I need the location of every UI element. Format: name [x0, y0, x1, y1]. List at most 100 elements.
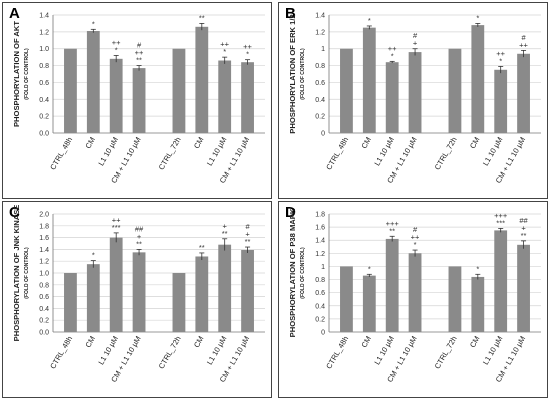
x-tick-label: CTRL_48h [324, 136, 350, 172]
bar [471, 25, 485, 133]
significance-label: * [476, 13, 479, 22]
bar [494, 230, 508, 332]
y-tick-label: 0.4 [315, 97, 325, 104]
significance-label: * [92, 19, 95, 28]
significance-label: * [223, 47, 226, 56]
bar [494, 69, 508, 133]
bar [86, 264, 100, 332]
y-tick-label: 0.0 [39, 131, 49, 138]
bar [109, 237, 123, 332]
significance-label: + [245, 230, 250, 239]
significance-label: + [413, 39, 418, 48]
significance-label: # [413, 31, 418, 40]
significance-label: ** [222, 229, 228, 238]
bar [132, 68, 146, 133]
y-tick-label: 1.0 [39, 46, 49, 53]
x-tick-label: L1 10 µM [205, 136, 229, 168]
y-tick-label: 0.2 [315, 114, 325, 121]
significance-label: ++ [112, 215, 121, 224]
chart-b: PHOSPHORYLATION OF ERK 1/2 (FOLD OF CONTR… [288, 13, 541, 185]
bar [172, 48, 186, 133]
significance-label: * [115, 45, 118, 54]
bar [241, 249, 254, 332]
y-tick-label: 0.4 [39, 97, 49, 104]
y-tick-label: 1.4 [39, 247, 49, 254]
bar [64, 48, 77, 133]
bar [471, 276, 485, 332]
bar [385, 62, 399, 134]
y-tick-label: 1 [321, 46, 325, 53]
y-tick-label: 1.6 [315, 225, 325, 232]
y-tick-label: 0.8 [39, 63, 49, 70]
y-tick-label: 1.4 [315, 238, 325, 245]
panel-c: C PHOSPHORYLATION OF JNK KINASE (FOLD OF … [2, 201, 272, 398]
x-tick-label: CTRL_48h [324, 335, 350, 371]
significance-label: * [368, 16, 371, 25]
panel-label: A [9, 5, 20, 22]
x-tick-label: L1 10 µM [372, 136, 396, 168]
y-tick-label: 1.2 [39, 29, 49, 36]
bar [241, 62, 254, 134]
significance-label: ** [521, 231, 527, 240]
significance-label: ++ [388, 44, 397, 53]
bar [408, 52, 422, 134]
y-tick-label: 0.8 [39, 282, 49, 289]
y-tick-label: 1.2 [39, 259, 49, 266]
bar [517, 244, 530, 332]
y-tick-label: 1.2 [315, 251, 325, 258]
significance-label: # [413, 225, 418, 234]
bar [340, 266, 353, 332]
y-tick-label: 1.2 [315, 29, 325, 36]
y-axis-sublabel: (FOLD OF CONTROL) [300, 247, 306, 299]
significance-label: * [368, 264, 371, 273]
y-tick-label: 0.2 [39, 114, 49, 121]
y-tick-label: 0.6 [39, 80, 49, 87]
significance-label: * [499, 56, 502, 65]
significance-label: # [245, 222, 250, 231]
significance-label: # [521, 33, 526, 42]
significance-label: *** [112, 223, 121, 232]
x-tick-label: CM [192, 136, 206, 151]
significance-label: * [391, 51, 394, 60]
panel-label: B [285, 5, 296, 22]
bar [517, 53, 530, 134]
significance-label: ## [135, 224, 144, 233]
x-tick-label: CM [359, 335, 373, 350]
x-tick-label: CTRL_72h [433, 335, 459, 371]
significance-label: ** [389, 226, 395, 235]
significance-label: ** [245, 237, 251, 246]
y-axis-sublabel: (FOLD OF CONTROL) [24, 247, 30, 299]
y-tick-label: 1.6 [39, 235, 49, 242]
y-tick-label: 2.0 [39, 212, 49, 219]
x-tick-label: CTRL_48h [48, 335, 74, 371]
bar [64, 273, 77, 332]
y-tick-label: 0.8 [315, 277, 325, 284]
bar [109, 58, 123, 134]
panel-d: D PHOSPHORYLATION OF P38 MAPK (FOLD OF CO… [278, 201, 548, 398]
y-tick-label: 0.0 [39, 330, 49, 337]
y-tick-label: 0 [321, 330, 325, 337]
y-tick-label: 1.0 [39, 271, 49, 278]
x-tick-label: L1 10 µM [96, 335, 120, 367]
x-tick-label: CTRL_48h [48, 136, 74, 172]
y-tick-label: 0.2 [39, 318, 49, 325]
x-tick-label: L1 10 µM [481, 335, 505, 367]
bar [362, 27, 376, 134]
y-axis-label: PHOSPHORYLATION OF ERK 1/2 [288, 14, 297, 133]
significance-label: ## [519, 216, 528, 225]
significance-label: ++ [135, 48, 144, 57]
bar [218, 60, 232, 134]
y-tick-label: 1.8 [315, 212, 325, 219]
y-axis-sublabel: (FOLD OF CONTROL) [24, 48, 30, 100]
bar [132, 252, 146, 332]
significance-label: ++ [243, 42, 252, 51]
significance-label: ** [199, 243, 205, 252]
y-axis-label: PHOSPHORYLATION OF AKT [12, 21, 21, 127]
bar [408, 253, 422, 332]
significance-label: ** [199, 13, 205, 22]
x-tick-label: CM [359, 136, 373, 151]
y-tick-label: 0.8 [315, 63, 325, 70]
chart-a: PHOSPHORYLATION OF AKT (FOLD OF CONTROL) 0… [12, 13, 265, 185]
significance-label: +++ [386, 219, 400, 228]
significance-label: + [222, 221, 227, 230]
